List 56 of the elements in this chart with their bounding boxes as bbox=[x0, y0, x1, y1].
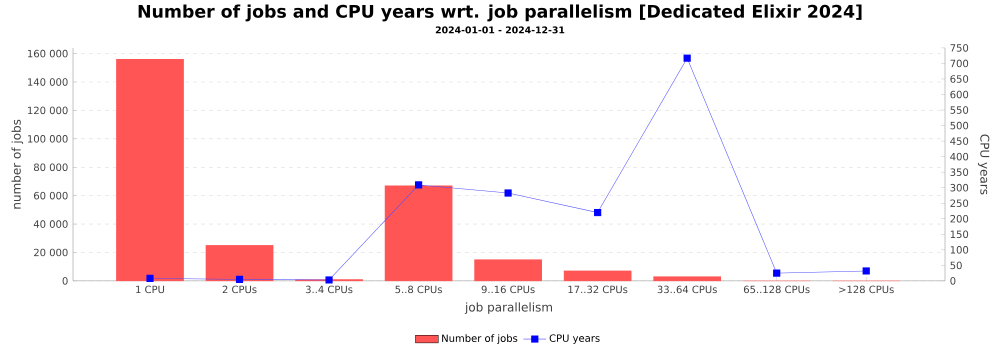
x-axis-title: job parallelism bbox=[464, 302, 552, 314]
x-tick-label: 3..4 CPUs bbox=[306, 286, 352, 294]
x-tick-label: 1 CPU bbox=[136, 286, 164, 294]
y-tick-label: 60 000 bbox=[34, 192, 68, 200]
y-tick-label: 160 000 bbox=[28, 50, 68, 58]
bar bbox=[474, 259, 542, 282]
y-tick-label: 140 000 bbox=[28, 78, 68, 86]
bar bbox=[206, 245, 274, 282]
x-tick-label: 2 CPUs bbox=[222, 286, 257, 294]
bar bbox=[564, 270, 632, 282]
y-tick-label: 100 000 bbox=[28, 134, 68, 143]
y-tick-label: 120 000 bbox=[28, 106, 68, 114]
x-tick-label: 65..128 CPUs bbox=[744, 286, 810, 294]
point bbox=[773, 269, 780, 277]
y-tick-label: 0 bbox=[62, 277, 68, 285]
legend-label: Number of jobs bbox=[442, 334, 518, 344]
x-tick-label: 17..32 CPUs bbox=[568, 286, 628, 294]
bar bbox=[116, 58, 184, 282]
y2-tick-label: 300 bbox=[950, 184, 968, 192]
bar bbox=[653, 276, 722, 282]
y2-tick-label: 450 bbox=[950, 137, 968, 145]
y2-tick-label: 600 bbox=[950, 90, 968, 98]
point bbox=[325, 276, 333, 284]
y2-tick-label: 200 bbox=[950, 214, 968, 222]
y2-tick-label: 700 bbox=[950, 60, 968, 68]
x-tick-label: >128 CPUs bbox=[839, 286, 894, 294]
point bbox=[146, 274, 154, 282]
point bbox=[594, 208, 602, 216]
y2-tick-label: 100 bbox=[950, 246, 968, 254]
chart-subtitle: 2024-01-01 - 2024-12-31 bbox=[436, 26, 564, 34]
y2-tick-label: 750 bbox=[950, 44, 968, 52]
x-tick-label: 33..64 CPUs bbox=[658, 286, 717, 294]
y2-tick-label: 400 bbox=[950, 152, 968, 160]
point bbox=[862, 267, 870, 274]
y-tick-label: 20 000 bbox=[34, 248, 68, 256]
point bbox=[684, 54, 691, 62]
point bbox=[236, 276, 244, 283]
x-tick-label: 9..16 CPUs bbox=[482, 286, 535, 294]
y2-tick-label: 650 bbox=[950, 75, 968, 83]
y2-tick-label: 150 bbox=[950, 230, 968, 238]
y-tick-label: 80 000 bbox=[34, 163, 68, 171]
chart-title: Number of jobs and CPU years wrt. job parallelism [Dedicated Elixir 2024] bbox=[138, 4, 862, 22]
x-tick-label: 5..8 CPUs bbox=[395, 286, 442, 294]
point bbox=[414, 181, 422, 188]
y2-tick-label: 550 bbox=[950, 106, 968, 114]
y2-tick-label: 350 bbox=[950, 168, 968, 176]
legend-label: CPU years bbox=[550, 334, 600, 344]
y-axis-title: number of jobs bbox=[12, 120, 24, 209]
y2-tick-label: 250 bbox=[950, 199, 968, 207]
y2-tick-label: 500 bbox=[950, 122, 968, 130]
y2-tick-label: 0 bbox=[950, 277, 956, 285]
y2-tick-label: 50 bbox=[950, 261, 962, 270]
y-tick-label: 40 000 bbox=[34, 220, 68, 228]
y2-axis-title: CPU years bbox=[978, 134, 990, 194]
point bbox=[504, 189, 512, 196]
bar bbox=[384, 185, 452, 282]
